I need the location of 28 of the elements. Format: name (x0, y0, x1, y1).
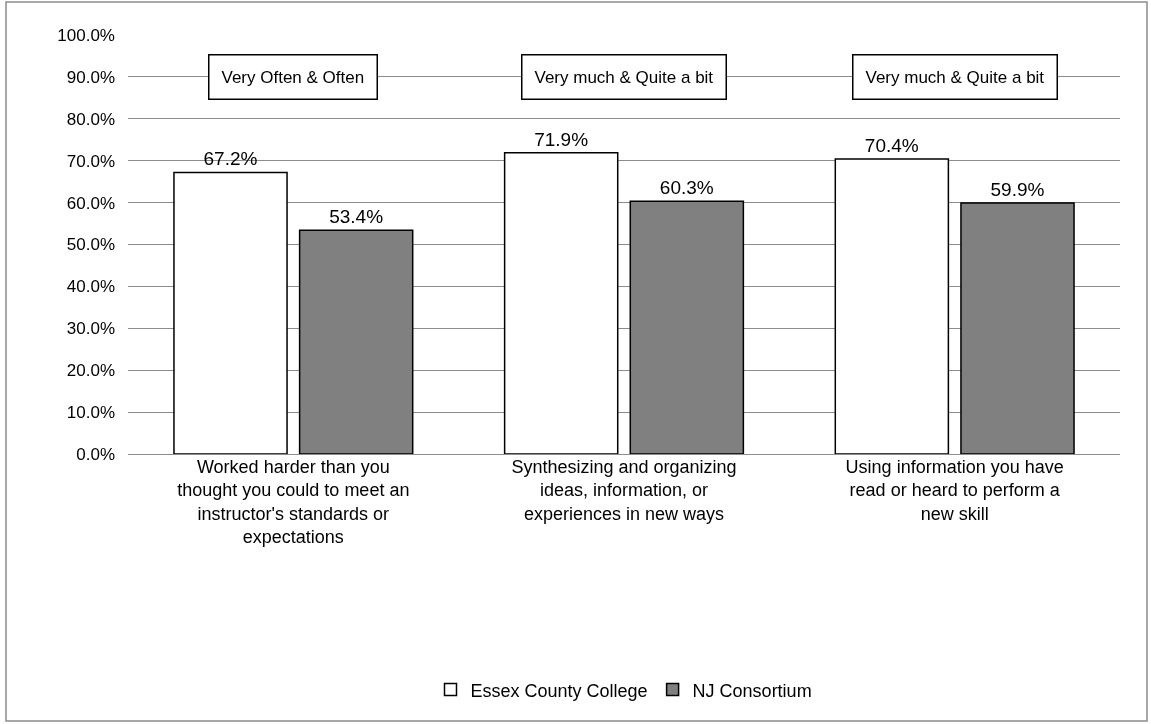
data-label: 67.2% (203, 148, 258, 170)
annotation: Very much & Quite a bit (865, 67, 1045, 87)
y-tick-label: 80.0% (66, 109, 115, 129)
bar (173, 171, 288, 454)
y-tick-label: 30.0% (66, 319, 115, 339)
data-label: 53.4% (329, 206, 384, 228)
bar (834, 158, 950, 454)
data-label: 71.9% (534, 128, 589, 150)
y-tick-label: 60.0% (66, 193, 115, 213)
x-tick-label: Using information you have read or heard to perform a new skill (845, 457, 1064, 524)
data-label: 70.4% (864, 135, 919, 157)
y-tick-label: 20.0% (66, 361, 115, 381)
annotation: Very Often & Often (221, 67, 365, 87)
y-tick-label: 90.0% (66, 67, 115, 87)
data-label: 59.9% (990, 179, 1045, 201)
bar (503, 151, 619, 454)
y-tick-label: 100.0% (57, 25, 115, 45)
y-tick-label: 10.0% (66, 403, 115, 423)
y-tick-label: 40.0% (66, 277, 115, 297)
legend-label: Essex County College (470, 680, 648, 701)
data-label: 60.3% (659, 177, 714, 199)
legend-label: NJ Consortium (692, 680, 812, 701)
x-tick-label: Worked harder than you thought you could to meet an instructor's standards or expectations (177, 457, 410, 548)
x-tick-label: Synthesizing and organizing ideas, information, or experiences in new ways (511, 457, 737, 524)
annotation: Very much & Quite a bit (534, 67, 714, 87)
y-tick-label: 50.0% (66, 235, 115, 255)
y-tick-label: 0.0% (76, 444, 115, 464)
y-tick-label: 70.0% (66, 151, 115, 171)
